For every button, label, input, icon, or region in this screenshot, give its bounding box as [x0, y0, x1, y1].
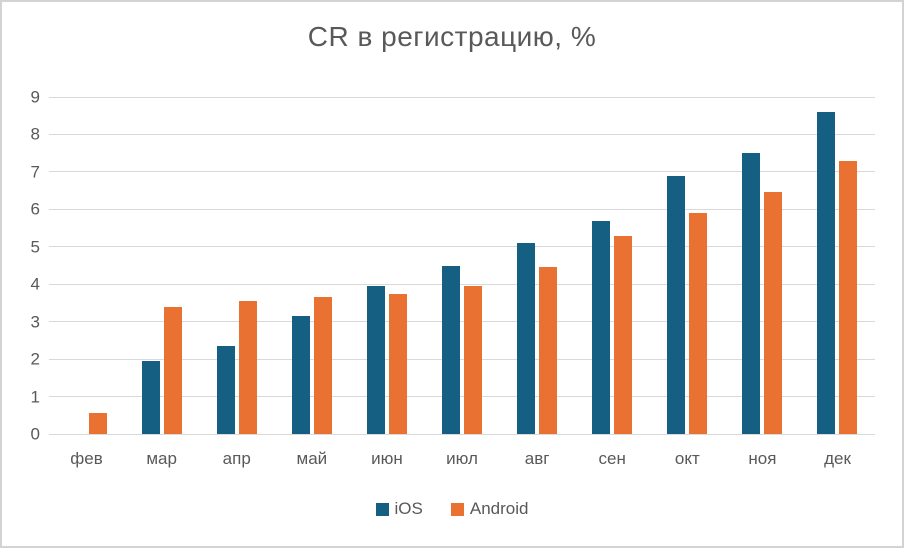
category-group-5 [349, 97, 424, 434]
bar-android [238, 301, 257, 434]
bar-android [88, 413, 107, 434]
bar-ios [442, 265, 461, 434]
y-axis: 0 1 2 3 4 5 6 7 8 9 [8, 89, 40, 443]
category-group-1 [49, 97, 124, 434]
y-tick-label: 8 [30, 124, 40, 144]
gridline [49, 358, 875, 360]
bar-ios [742, 153, 761, 434]
bar-ios [592, 220, 611, 434]
gridline [49, 246, 875, 248]
x-tick-label: июл [446, 449, 478, 468]
gridline [49, 283, 875, 285]
x-tick-label: сен [598, 449, 626, 468]
y-tick-label: 3 [30, 312, 40, 332]
category-group-2 [124, 97, 199, 434]
y-tick-label: 6 [30, 199, 40, 219]
gridline [49, 433, 875, 435]
bar-android [689, 213, 708, 434]
category-group-10 [725, 97, 800, 434]
legend: iOS Android [2, 499, 902, 519]
x-tick-label: апр [222, 449, 251, 468]
gridline [49, 321, 875, 323]
bar-android [313, 297, 332, 434]
gridline [49, 133, 875, 135]
bar-android [388, 293, 407, 434]
chart-title: CR в регистрацию, % [307, 21, 597, 52]
bar-android [764, 192, 783, 434]
legend-item-android: Android [450, 499, 529, 519]
category-group-6 [424, 97, 499, 434]
bar-ios [517, 243, 536, 434]
category-group-8 [575, 97, 650, 434]
gridline [49, 208, 875, 210]
x-tick-label: окт [674, 449, 700, 468]
bar-ios [667, 175, 686, 434]
x-tick-label: фев [70, 449, 103, 468]
y-tick-label: 7 [30, 162, 40, 182]
category-group-4 [274, 97, 349, 434]
x-tick-label: май [296, 449, 328, 468]
bar-android [839, 160, 858, 434]
gridline [49, 96, 875, 98]
bar-android [464, 286, 483, 434]
y-tick-label: 9 [30, 87, 40, 107]
bar-android [163, 306, 182, 434]
bar-android [614, 235, 633, 434]
legend-item-ios: iOS [375, 499, 423, 519]
x-tick-label: мар [146, 449, 177, 468]
plot-area [49, 96, 875, 435]
legend-label-android: Android [469, 499, 529, 518]
category-group-9 [650, 97, 725, 434]
categories [49, 97, 875, 434]
y-tick-label: 0 [30, 424, 40, 444]
ios-legend-swatch-icon [375, 502, 389, 516]
bar-android [539, 267, 558, 434]
category-group-11 [800, 97, 875, 434]
x-tick-label: июн [371, 449, 403, 468]
category-group-7 [500, 97, 575, 434]
bar-ios [141, 360, 160, 434]
android-legend-swatch-icon [450, 502, 464, 516]
y-tick-label: 2 [30, 349, 40, 369]
x-tick-label: ноя [748, 449, 777, 468]
y-tick-label: 5 [30, 237, 40, 257]
x-tick-label: дек [824, 449, 851, 468]
y-tick-label: 1 [30, 387, 40, 407]
y-tick-label: 4 [30, 274, 40, 294]
bar-ios [817, 111, 836, 434]
legend-label-ios: iOS [394, 499, 423, 518]
bar-ios [216, 346, 235, 434]
gridline [49, 396, 875, 398]
bar-ios [291, 316, 310, 434]
bar-ios [366, 286, 385, 434]
category-group-3 [199, 97, 274, 434]
x-axis: фев мар апр май июн июл авг сен окт ноя дек [49, 449, 875, 469]
x-tick-label: авг [524, 449, 550, 468]
gridline [49, 171, 875, 173]
